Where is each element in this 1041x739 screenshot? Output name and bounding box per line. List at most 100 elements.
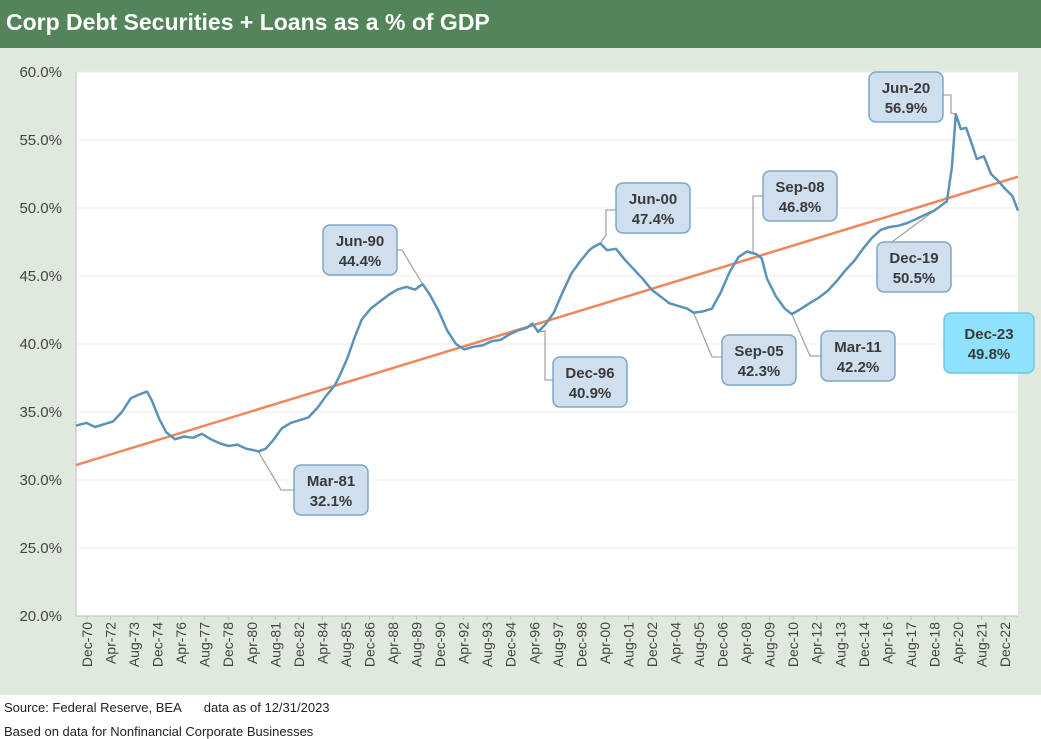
callout-box [721,334,797,386]
footer-note: Based on data for Nonfinancial Corporate… [4,724,314,739]
callout-date: Mar-11 [834,339,882,356]
callout-jun-90: Jun-90 44.4% [322,224,398,276]
x-tick-label: Dec-74 [150,622,166,667]
callout-box [552,356,628,408]
callout-date: Sep-05 [734,343,783,360]
gridlines [76,71,1018,549]
callout-date: Dec-96 [565,365,614,382]
callout-leader [397,249,424,285]
y-tick-label: 40.0% [19,336,62,353]
callout-leader [599,209,616,244]
footer-source-line: Source: Federal Reserve, BEA data as of 1… [4,700,330,715]
x-tick-label: Apr-80 [244,622,260,664]
x-tick-label: Aug-81 [267,622,283,667]
x-tick-label: Aug-73 [126,622,142,667]
callout-sep-08: Sep-08 46.8% [762,170,838,222]
x-tick-label: Apr-72 [103,622,119,664]
callout-date: Jun-00 [629,191,677,208]
y-tick-label: 25.0% [19,540,62,557]
y-tick-label: 20.0% [19,608,62,625]
x-tick-label: Aug-85 [338,622,354,667]
y-tick-label: 30.0% [19,472,62,489]
x-tick-label: Dec-22 [997,622,1013,667]
callout-date: Dec-23 [964,326,1013,343]
x-tick-label: Dec-90 [432,622,448,667]
y-tick-label: 60.0% [19,64,62,81]
callout-box [820,330,896,382]
callout-box [615,182,691,234]
x-tick-label: Dec-82 [291,622,307,667]
callout-leader [791,313,821,357]
x-tick-label: Aug-21 [974,622,990,667]
x-tick-label: Apr-92 [456,622,472,664]
callout-mar-81: Mar-81 32.1% [293,464,369,516]
callout-value: 40.9% [569,385,612,402]
y-tick-label: 45.0% [19,268,62,285]
x-tick-label: Dec-10 [785,622,801,667]
callouts: Mar-81 32.1% Jun-90 44.4% Dec-96 40.9% Jun-00 4… [293,71,1035,516]
callout-box [868,71,944,123]
y-axis-ticks: 20.0% 25.0% 30.0% 35.0% 40.0% 45.0% 50.0% 55.0%… [19,64,62,625]
y-tick-label: 50.0% [19,200,62,217]
callout-dec-23: Dec-23 49.8% [943,312,1035,374]
callout-box [322,224,398,276]
callout-leader [257,451,294,491]
callout-date: Mar-81 [307,473,355,490]
series-line [75,112,1020,453]
callout-box [762,170,838,222]
callout-box [876,241,952,293]
chart-header: Corp Debt Securities + Loans as a % of G… [0,0,1041,48]
callout-leader [692,312,722,358]
x-tick-label: Apr-00 [597,622,613,664]
callout-leader [943,94,956,115]
y-tick-label: 55.0% [19,132,62,149]
callout-value: 47.4% [632,211,675,228]
x-tick-label: Dec-78 [220,622,236,667]
x-tick-label: Aug-93 [479,622,495,667]
callout-leaders [257,94,956,491]
callout-leader [538,330,553,381]
callout-value: 44.4% [339,253,382,270]
x-tick-label: Apr-04 [668,622,684,664]
callout-value: 56.9% [885,100,928,117]
callout-jun-20: Jun-20 56.9% [868,71,944,123]
x-tick-label: Dec-02 [644,622,660,667]
x-tick-label: Dec-86 [361,622,377,667]
x-tick-label: Apr-08 [738,622,754,664]
callout-value: 49.8% [968,346,1011,363]
callout-mar-11: Mar-11 42.2% [820,330,896,382]
x-tick-label: Aug-77 [197,622,213,667]
x-axis-ticks: Dec-70 Apr-72 Aug-73 Dec-74 Apr-76 Aug-77 Dec-… [79,616,1013,667]
x-tick-label: Dec-98 [573,622,589,667]
x-tick-label: Apr-12 [809,622,825,664]
x-tick-label: Apr-76 [173,622,189,664]
x-tick-label: Aug-05 [691,622,707,667]
x-tick-label: Apr-16 [879,622,895,664]
callout-sep-05: Sep-05 42.3% [721,334,797,386]
y-tick-label: 35.0% [19,404,62,421]
chart-title: Corp Debt Securities + Loans as a % of G… [6,9,490,35]
x-tick-label: Apr-20 [950,622,966,664]
x-tick-label: Aug-01 [620,622,636,667]
x-tick-label: Apr-88 [385,622,401,664]
x-tick-label: Aug-17 [903,622,919,667]
callout-value: 42.3% [738,363,781,380]
callout-date: Dec-19 [889,250,938,267]
callout-date: Sep-08 [775,179,824,196]
callout-box [943,312,1035,374]
x-tick-label: Aug-13 [832,622,848,667]
x-tick-label: Apr-84 [314,622,330,664]
x-tick-label: Apr-96 [526,622,542,664]
x-tick-label: Aug-89 [409,622,425,667]
x-tick-label: Dec-18 [926,622,942,667]
callout-dec-19: Dec-19 50.5% [876,241,952,293]
x-tick-label: Dec-94 [503,622,519,667]
callout-box [293,464,369,516]
callout-value: 50.5% [893,270,936,287]
callout-date: Jun-90 [336,233,384,250]
callout-jun-00: Jun-00 47.4% [615,182,691,234]
x-tick-label: Dec-70 [79,622,95,667]
x-tick-label: Aug-97 [550,622,566,667]
footer-as-of: data as of 12/31/2023 [203,700,330,715]
callout-value: 46.8% [779,199,822,216]
